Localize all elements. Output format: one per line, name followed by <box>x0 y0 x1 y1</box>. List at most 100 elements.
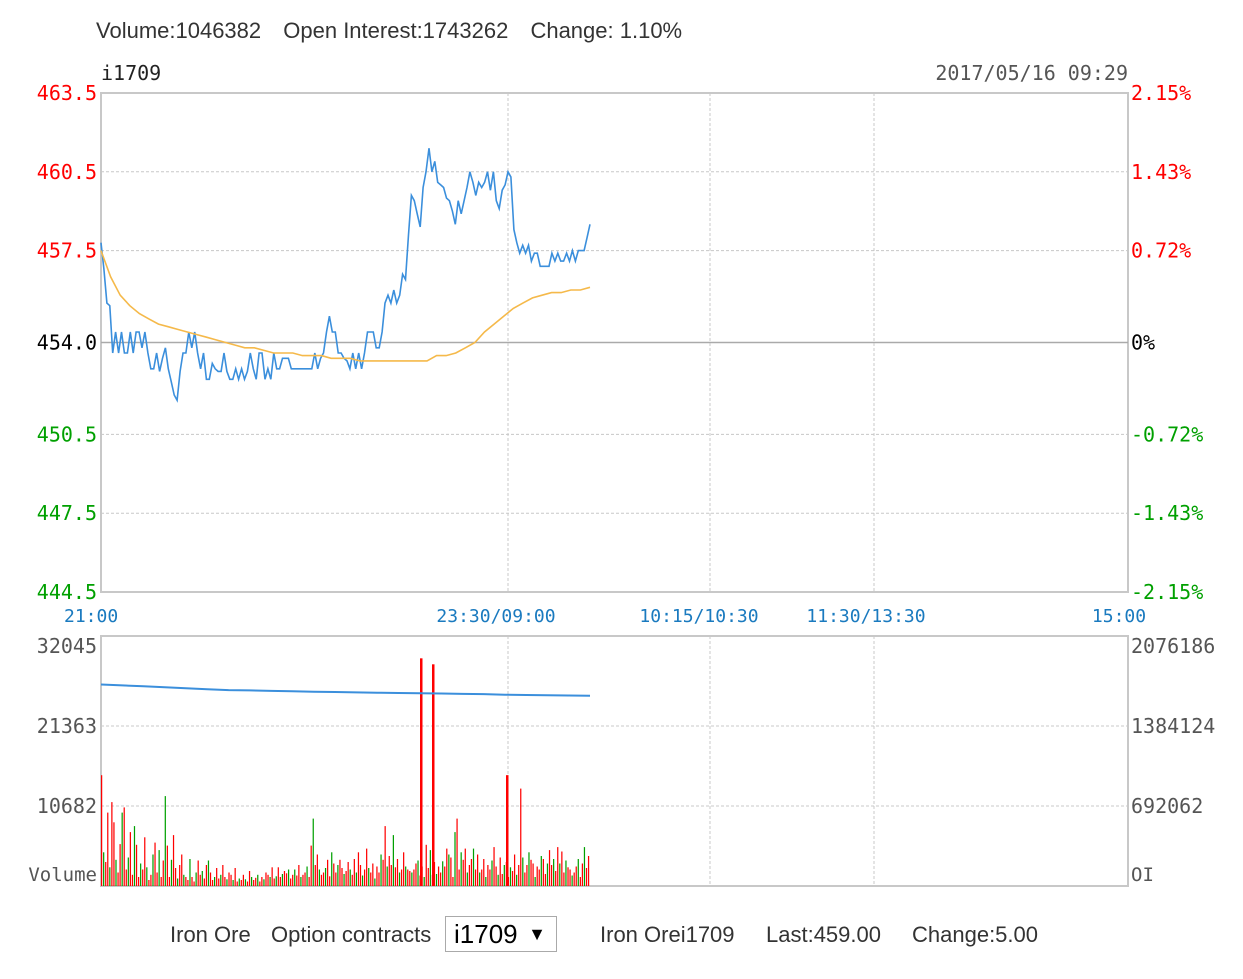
volume-bar <box>174 868 177 886</box>
volume-bar <box>444 866 446 886</box>
volume-bar <box>273 878 275 886</box>
volume-bar <box>259 881 261 886</box>
volume-bar <box>442 861 444 886</box>
volume-bar <box>300 877 302 886</box>
volume-bar <box>230 874 232 886</box>
volume-bar <box>191 877 193 886</box>
volume-bar <box>127 857 129 886</box>
volume-bar <box>150 874 152 886</box>
volume-bar <box>183 874 185 886</box>
volume-bar <box>152 854 154 886</box>
volume-bar <box>329 876 331 886</box>
contract-select-value: i1709 <box>454 919 518 949</box>
volume-bar <box>224 877 226 886</box>
volume-bar <box>458 869 460 886</box>
volume-bar <box>546 863 549 886</box>
contract-select[interactable]: i1709 ▼ <box>445 916 557 952</box>
volume-bar <box>553 859 555 886</box>
volume-bar <box>427 868 429 886</box>
volume-bar <box>583 847 586 886</box>
volume-bar <box>290 878 292 886</box>
volume-bar <box>197 860 199 886</box>
price-labels: 463.5 2.15% 460.5 1.43% 457.5 0.72% 454.0 0% 450… <box>37 81 1203 627</box>
oi-tick-label: 2076186 <box>1131 634 1215 658</box>
volume-bar <box>518 865 520 886</box>
volume-bar <box>571 875 573 886</box>
volume-bar <box>137 877 140 886</box>
volume-bar <box>460 852 462 886</box>
volume-bar <box>353 859 355 886</box>
volume-bar <box>250 877 253 886</box>
volume-bar <box>216 868 218 886</box>
time-tick-label: 10:15/10:30 <box>639 606 758 627</box>
volume-bar <box>378 872 380 886</box>
volume-bar <box>366 848 368 886</box>
volume-bar <box>302 874 304 886</box>
volume-bar <box>226 879 228 886</box>
volume-bar <box>481 869 483 886</box>
volume-bar <box>242 874 244 886</box>
volume-bar <box>563 872 565 886</box>
volume-bar <box>487 865 489 886</box>
volume-bar <box>585 868 588 886</box>
volume-labels: 32045 2076186 21363 1384124 10682 692062 Volum… <box>28 634 1215 886</box>
chevron-down-icon: ▼ <box>528 924 546 944</box>
volume-bar <box>240 880 242 886</box>
volume-lines <box>100 683 591 697</box>
volume-bar <box>131 874 134 886</box>
time-tick-label: 21:00 <box>64 606 118 627</box>
volume-bar <box>335 872 337 886</box>
volume-bar <box>160 877 162 886</box>
price-tick-label: 460.5 <box>37 160 97 184</box>
oi-tick-label: 692062 <box>1131 794 1203 818</box>
symbol-label: i1709 <box>101 61 161 85</box>
volume-bar <box>172 835 175 886</box>
volume-bar <box>359 865 362 886</box>
volume-bar <box>435 874 438 886</box>
time-tick-label: 15:00 <box>1092 606 1146 627</box>
volume-bar <box>413 869 415 886</box>
volume-bar <box>294 869 296 886</box>
volume-bar <box>536 866 538 886</box>
volume-bar <box>113 822 115 886</box>
volume-bar <box>320 874 323 886</box>
open-interest-stat: Open Interest:1743262 <box>283 18 509 43</box>
volume-bar <box>491 860 493 886</box>
volume-bar <box>411 872 413 886</box>
volume-bar <box>339 859 341 886</box>
volume-bar <box>310 845 312 886</box>
volume-bar <box>538 869 540 886</box>
volume-bar <box>409 871 411 886</box>
volume-bar <box>345 871 347 886</box>
volume-bar <box>532 863 534 886</box>
datetime-label: 2017/05/16 09:29 <box>935 61 1128 85</box>
last-price: Last:459.00 <box>766 922 881 947</box>
volume-bar <box>544 874 547 886</box>
volume-bar <box>550 865 553 886</box>
volume-bar <box>565 860 567 886</box>
volume-bar <box>501 874 503 886</box>
volume-bar <box>281 874 284 886</box>
volume-bar <box>357 852 360 886</box>
volume-bar <box>162 860 164 886</box>
volume-bar <box>561 851 563 886</box>
volume-bar <box>261 877 263 886</box>
volume-bar <box>464 848 466 886</box>
volume-bar <box>133 826 136 886</box>
stats-bar: Volume:1046382 Open Interest:1743262 Cha… <box>96 18 698 44</box>
volume-bar <box>343 874 345 886</box>
volume-bar <box>304 872 306 886</box>
volume-bar <box>333 863 335 886</box>
volume-bar <box>407 869 409 886</box>
volume-bar <box>168 877 171 886</box>
volume-bar <box>248 871 251 886</box>
volume-bar <box>135 844 138 886</box>
volume-bars <box>101 658 590 886</box>
volume-bar <box>236 881 238 886</box>
volume-bar <box>327 859 329 886</box>
change-value: Change:5.00 <box>912 922 1038 947</box>
volume-bar <box>306 866 308 886</box>
volume-bar <box>477 854 479 886</box>
volume-bar <box>285 873 288 886</box>
volume-bar <box>263 879 265 886</box>
